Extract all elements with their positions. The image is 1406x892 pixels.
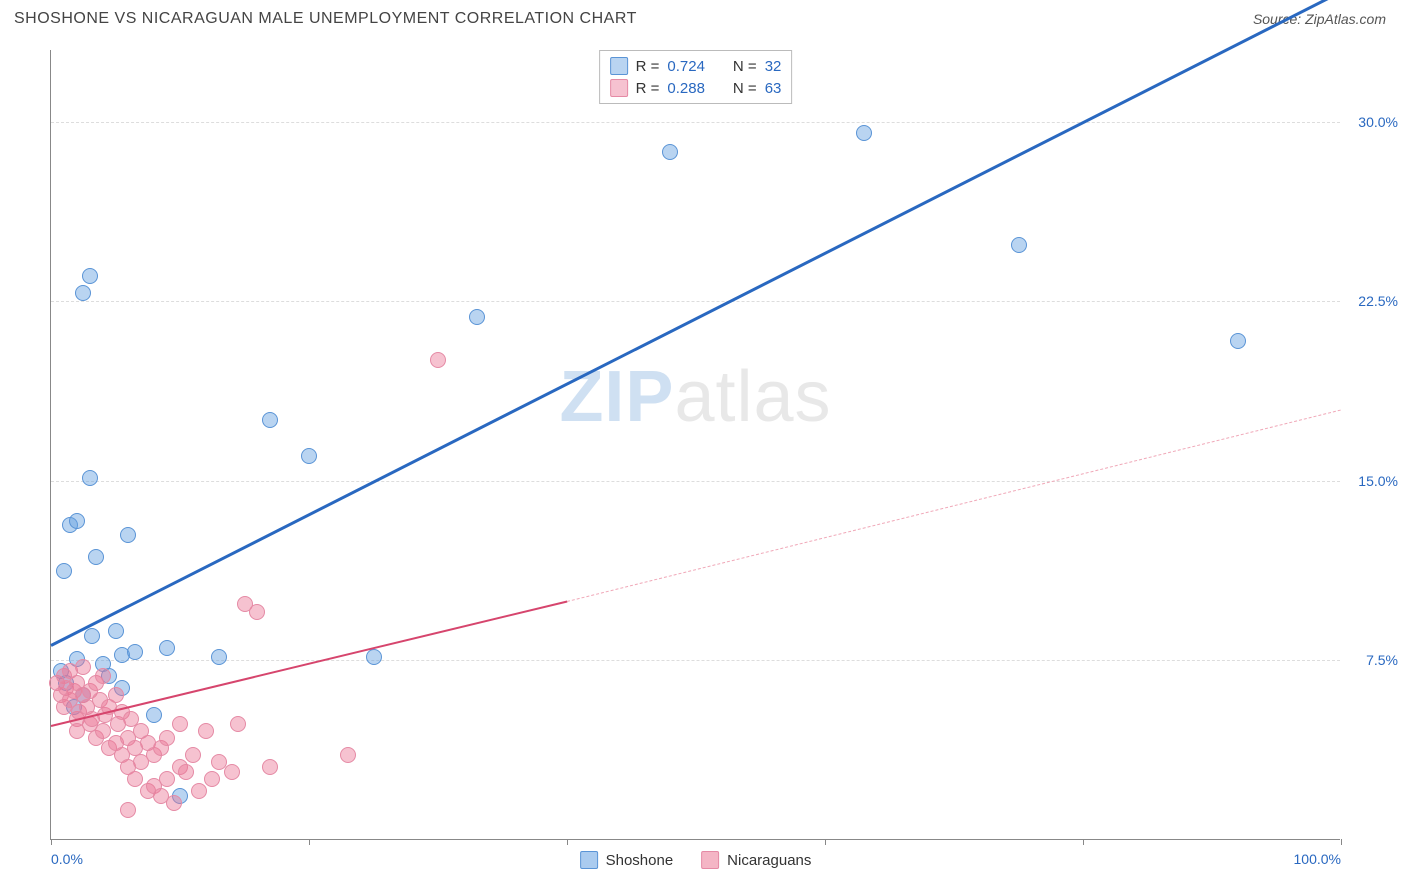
scatter-point xyxy=(84,628,100,644)
gridline xyxy=(51,122,1340,123)
y-tick-label: 7.5% xyxy=(1366,652,1398,668)
x-tick-label: 0.0% xyxy=(51,851,83,867)
trend-line xyxy=(567,409,1341,601)
gridline xyxy=(51,660,1340,661)
chart-title: SHOSHONE VS NICARAGUAN MALE UNEMPLOYMENT… xyxy=(14,10,637,28)
scatter-point xyxy=(172,716,188,732)
legend-r-value: 0.288 xyxy=(667,80,705,97)
watermark-atlas: atlas xyxy=(674,357,831,437)
plot-area: ZIPatlas R = 0.724N = 32R = 0.288N = 63 … xyxy=(50,50,1340,840)
scatter-point xyxy=(1011,237,1027,253)
scatter-point xyxy=(159,771,175,787)
gridline xyxy=(51,481,1340,482)
legend-n-label: N = xyxy=(733,58,757,75)
x-tick xyxy=(309,839,310,845)
watermark-zip: ZIP xyxy=(559,357,674,437)
y-tick-label: 30.0% xyxy=(1358,114,1398,130)
legend-swatch xyxy=(610,57,628,75)
scatter-point xyxy=(198,723,214,739)
scatter-point xyxy=(95,723,111,739)
scatter-point xyxy=(56,563,72,579)
scatter-point xyxy=(662,144,678,160)
scatter-point xyxy=(211,649,227,665)
legend-series-label: Nicaraguans xyxy=(727,852,811,869)
legend-n-label: N = xyxy=(733,80,757,97)
legend-stat-row: R = 0.724 N = 32 xyxy=(610,55,782,77)
scatter-point xyxy=(262,412,278,428)
scatter-point xyxy=(856,125,872,141)
legend-n-value: 32 xyxy=(765,58,782,75)
scatter-point xyxy=(146,707,162,723)
legend-n-value: 63 xyxy=(765,80,782,97)
legend-stats: R = 0.724 N = 32 R = 0.288 N = 63 xyxy=(599,50,793,104)
scatter-point xyxy=(159,640,175,656)
legend-series-label: Shoshone xyxy=(606,852,674,869)
scatter-point xyxy=(301,448,317,464)
scatter-point xyxy=(340,747,356,763)
x-tick xyxy=(1341,839,1342,845)
scatter-point xyxy=(108,687,124,703)
scatter-point xyxy=(178,764,194,780)
scatter-point xyxy=(185,747,201,763)
x-tick xyxy=(825,839,826,845)
scatter-point xyxy=(230,716,246,732)
header: SHOSHONE VS NICARAGUAN MALE UNEMPLOYMENT… xyxy=(0,0,1406,32)
scatter-point xyxy=(75,659,91,675)
scatter-point xyxy=(249,604,265,620)
scatter-point xyxy=(82,470,98,486)
scatter-point xyxy=(204,771,220,787)
scatter-point xyxy=(469,309,485,325)
y-tick-label: 15.0% xyxy=(1358,473,1398,489)
scatter-point xyxy=(166,795,182,811)
scatter-point xyxy=(82,268,98,284)
scatter-point xyxy=(120,527,136,543)
legend-series: Shoshone Nicaraguans xyxy=(580,851,812,869)
x-tick xyxy=(1083,839,1084,845)
legend-stat-row: R = 0.288 N = 63 xyxy=(610,77,782,99)
scatter-point xyxy=(95,668,111,684)
trend-line xyxy=(51,601,567,727)
scatter-point xyxy=(120,802,136,818)
scatter-point xyxy=(430,352,446,368)
scatter-point xyxy=(191,783,207,799)
legend-r-label: R = xyxy=(636,58,660,75)
x-tick xyxy=(51,839,52,845)
x-tick-label: 100.0% xyxy=(1294,851,1341,867)
legend-r-value: 0.724 xyxy=(667,58,705,75)
legend-swatch xyxy=(610,79,628,97)
scatter-point xyxy=(262,759,278,775)
scatter-point xyxy=(127,771,143,787)
scatter-point xyxy=(108,623,124,639)
legend-series-item: Shoshone xyxy=(580,851,674,869)
chart-container: Male Unemployment ZIPatlas R = 0.724N = … xyxy=(14,40,1392,880)
scatter-point xyxy=(75,285,91,301)
scatter-point xyxy=(88,549,104,565)
x-tick xyxy=(567,839,568,845)
legend-swatch xyxy=(701,851,719,869)
legend-swatch xyxy=(580,851,598,869)
scatter-point xyxy=(159,730,175,746)
legend-r-label: R = xyxy=(636,80,660,97)
scatter-point xyxy=(366,649,382,665)
scatter-point xyxy=(1230,333,1246,349)
gridline xyxy=(51,301,1340,302)
y-tick-label: 22.5% xyxy=(1358,293,1398,309)
scatter-point xyxy=(224,764,240,780)
legend-series-item: Nicaraguans xyxy=(701,851,811,869)
scatter-point xyxy=(69,513,85,529)
scatter-point xyxy=(127,644,143,660)
